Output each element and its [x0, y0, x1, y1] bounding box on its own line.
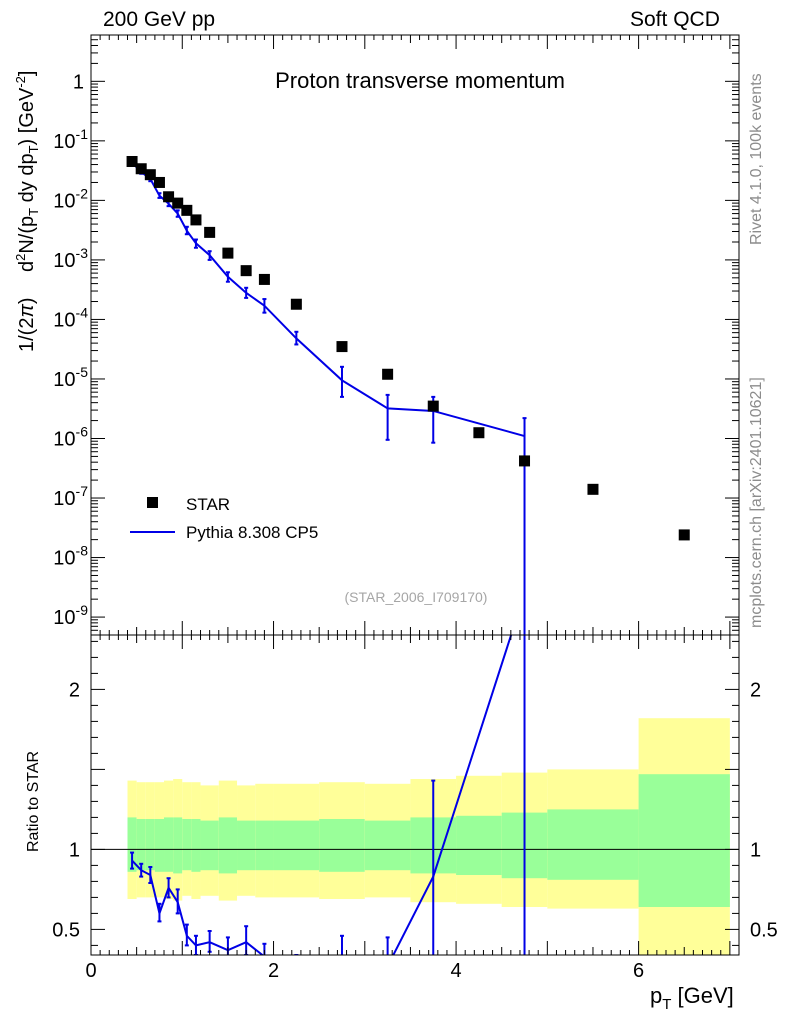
ratio-green-band-8	[200, 820, 219, 871]
main-y-tick-label-9: 1	[73, 71, 84, 93]
ratio-green-band-19	[638, 774, 730, 907]
ratio-y-tick-label-right-2: 2	[750, 679, 761, 701]
star-data-point-12	[290, 298, 302, 310]
ratio-green-band-5	[173, 817, 183, 874]
ratio-plot-frame	[90, 634, 740, 956]
legend: STAR Pythia 8.308 CP5	[130, 495, 318, 542]
x-tick-label-2: 4	[451, 960, 462, 982]
star-data-point-19	[678, 529, 690, 541]
star-data-point-11	[258, 273, 270, 285]
x-tick-label-3: 6	[633, 960, 644, 982]
ratio-green-band-3	[154, 819, 165, 872]
main-y-tick-label-6: 10-3	[53, 245, 88, 272]
ratio-y-tick-label-left-2: 2	[69, 679, 80, 701]
ratio-green-band-1	[136, 819, 146, 871]
ratio-green-band-11	[255, 820, 274, 871]
star-data-point-5	[172, 197, 184, 209]
star-data-point-10	[240, 265, 252, 277]
star-data-point-13	[336, 341, 348, 353]
star-data-point-18	[587, 483, 599, 495]
star-data-point-14	[382, 368, 394, 380]
ratio-green-band-16	[456, 815, 502, 875]
chart-title: Proton transverse momentum	[275, 68, 565, 93]
star-data-point-7	[190, 214, 202, 226]
main-y-tick-label-5: 10-4	[53, 304, 88, 331]
energy-label: 200 GeV pp	[103, 8, 216, 31]
main-y-axis-label-derivative: d2N/(pT dy dpT) [GeV-2]	[13, 71, 41, 272]
legend-pythia-label: Pythia 8.308 CP5	[186, 523, 318, 542]
main-y-tick-label-4: 10-5	[53, 364, 88, 391]
pythia-line	[131, 161, 525, 437]
ratio-green-band-0	[127, 817, 137, 872]
star-data-point-2	[144, 169, 156, 181]
star-data-point-3	[153, 176, 165, 188]
ratio-green-band-9	[218, 817, 238, 874]
ratio-green-band-13	[319, 819, 365, 872]
ratio-green-band-7	[191, 819, 201, 872]
ratio-y-axis-label: Ratio to STAR	[25, 751, 42, 852]
star-data-point-15	[427, 400, 439, 412]
x-tick-label-0: 0	[85, 960, 96, 982]
main-plot-frame	[90, 34, 740, 636]
category-label: Soft QCD	[630, 8, 720, 31]
ratio-y-tick-label-left-0: 0.5	[52, 919, 80, 941]
star-data-point-16	[473, 427, 485, 439]
star-data-point-6	[181, 204, 193, 216]
ratio-green-band-10	[237, 820, 256, 871]
star-data-point-17	[519, 455, 531, 467]
x-axis-label: pT [GeV]	[650, 983, 734, 1013]
star-data-point-4	[163, 191, 175, 203]
main-y-tick-label-0: 10-9	[53, 602, 88, 629]
star-data-point-1	[135, 163, 147, 175]
x-tick-label-1: 2	[268, 960, 279, 982]
main-y-tick-label-1: 10-8	[53, 543, 88, 570]
legend-star-marker	[147, 497, 158, 508]
ratio-green-band-6	[182, 819, 192, 871]
star-data-point-8	[204, 226, 216, 238]
main-y-tick-label-2: 10-7	[53, 483, 88, 510]
ratio-y-tick-label-left-1: 1	[69, 839, 80, 861]
ratio-green-band-2	[145, 819, 155, 871]
main-y-tick-label-3: 10-6	[53, 423, 88, 450]
ratio-green-band-12	[273, 820, 320, 871]
main-y-tick-label-7: 10-2	[53, 185, 88, 212]
ratio-y-tick-label-right-1: 1	[750, 839, 761, 861]
main-y-axis-label: 1/(2π)	[16, 297, 38, 352]
ratio-green-band-4	[164, 817, 174, 872]
ratio-y-tick-label-right-0: 0.5	[750, 919, 778, 941]
ratio-green-band-18	[547, 809, 639, 880]
legend-star-label: STAR	[186, 495, 230, 514]
star-data-point-0	[126, 155, 138, 167]
main-y-tick-label-8: 10-1	[53, 126, 88, 153]
ratio-green-band-14	[364, 820, 411, 871]
analysis-tag: (STAR_2006_I709170)	[345, 589, 488, 605]
star-data-point-9	[222, 247, 234, 259]
